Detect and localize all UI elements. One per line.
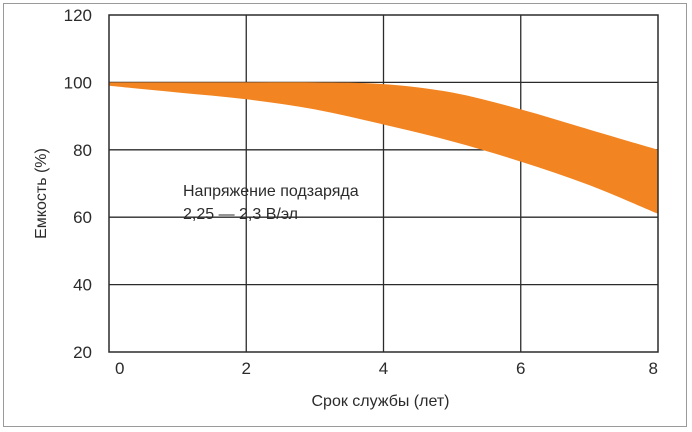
x-tick-label: 8 — [649, 359, 658, 378]
y-tick-labels: 20 40 60 80 100 120 — [64, 6, 92, 362]
annotation-line-1: Напряжение подзаряда — [183, 183, 359, 200]
x-tick-label: 6 — [516, 359, 525, 378]
x-axis-title: Срок службы (лет) — [312, 393, 450, 410]
y-tick-label: 120 — [64, 6, 92, 25]
plot-border — [108, 14, 659, 353]
x-tick-label: 2 — [242, 359, 251, 378]
x-tick-label: 4 — [379, 359, 388, 378]
y-tick-label: 80 — [73, 141, 92, 160]
y-tick-label: 20 — [73, 343, 92, 362]
annotation-line-2: 2,25 — 2,3 В/эл — [183, 206, 298, 223]
x-tick-label: 0 — [115, 359, 124, 378]
chart-frame: 20 40 60 80 100 120 0 2 4 6 8 Емкость (%) Срок сл… — [3, 3, 687, 427]
x-tick-labels: 0 2 4 6 8 — [115, 359, 658, 378]
capacity-chart: 20 40 60 80 100 120 0 2 4 6 8 Емкость (%) Срок сл… — [33, 6, 659, 410]
capacity-band — [109, 82, 658, 214]
y-tick-label: 100 — [64, 73, 92, 92]
y-tick-label: 60 — [73, 208, 92, 227]
y-axis-title: Емкость (%) — [33, 148, 50, 239]
y-tick-label: 40 — [73, 276, 92, 295]
